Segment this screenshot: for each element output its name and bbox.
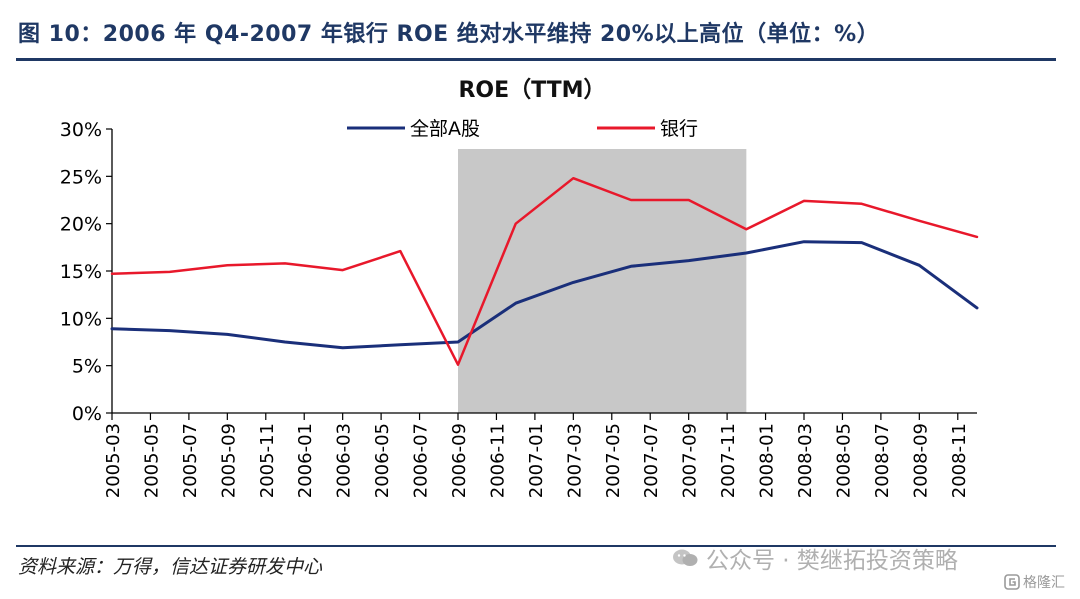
roe-line-chart: 0% 5% 10% 15% 20% 25% 30% 2005-03 2005-05 2005-07…: [60, 78, 979, 498]
highlight-band: [458, 149, 747, 413]
x-tick-label: 2008-07: [872, 423, 893, 498]
x-tick-label: 2007-05: [603, 423, 624, 498]
y-tick-label: 30%: [60, 119, 102, 141]
y-tick-label: 25%: [60, 166, 102, 188]
corner-logo: 格隆汇: [1004, 572, 1065, 592]
corner-logo-text: 格隆汇: [1023, 575, 1065, 591]
chart-title: ROE（TTM）: [458, 78, 605, 103]
series-line-banks: [110, 176, 979, 366]
series-lines-layer: [110, 176, 979, 366]
header-rule: [16, 58, 1056, 61]
legend-label: 银行: [660, 118, 698, 140]
figure-title: 图 10：2006 年 Q4-2007 年银行 ROE 绝对水平维持 20%以上…: [18, 22, 880, 47]
figure-header: 图 10：2006 年 Q4-2007 年银行 ROE 绝对水平维持 20%以上…: [16, 8, 1056, 61]
series-line-all-a-shares: [110, 240, 979, 350]
y-tick-label: 15%: [60, 261, 102, 283]
x-tick-label: 2005-07: [180, 423, 201, 498]
x-tick-label: 2006-07: [411, 423, 432, 498]
y-tick-label: 0%: [72, 403, 102, 425]
legend-label: 全部A股: [410, 118, 480, 140]
watermark: 公众号 · 樊继拓投资策略: [672, 540, 958, 576]
x-tick-label: 2007-09: [680, 423, 701, 498]
source-note: 资料来源：万得，信达证券研发中心: [18, 556, 323, 578]
x-tick-label: 2006-05: [372, 423, 393, 498]
x-tick-label: 2005-11: [257, 423, 278, 498]
x-tick-label: 2005-09: [218, 423, 239, 498]
x-tick-label: 2008-03: [795, 423, 816, 498]
x-tick-label: 2006-09: [449, 423, 470, 498]
x-tick-label: 2008-11: [949, 423, 970, 498]
watermark-text: 公众号 · 樊继拓投资策略: [706, 548, 958, 574]
x-tick-label: 2005-03: [103, 423, 124, 498]
legend: 全部A股 银行: [347, 118, 698, 140]
x-tick-label: 2006-03: [334, 423, 355, 498]
gelonghui-logo-icon: [1004, 574, 1020, 590]
x-tick-label: 2007-01: [526, 423, 547, 498]
y-tick-label: 20%: [60, 214, 102, 236]
footer-rule: [16, 545, 1056, 547]
y-tick-label: 10%: [60, 308, 102, 330]
x-tick-label: 2008-01: [757, 423, 778, 498]
x-tick-label: 2007-03: [564, 423, 585, 498]
axes-layer: 0% 5% 10% 15% 20% 25% 30% 2005-03 2005-05 2005-07…: [60, 119, 977, 498]
x-tick-label: 2008-09: [910, 423, 931, 498]
x-tick-label: 2005-05: [141, 423, 162, 498]
x-tick-label: 2006-11: [487, 423, 508, 498]
x-tick-label: 2007-07: [641, 423, 662, 498]
y-tick-label: 5%: [72, 356, 102, 378]
x-tick-label: 2008-05: [833, 423, 854, 498]
wechat-icon: [673, 549, 698, 566]
highlight-band-layer: [458, 149, 747, 413]
x-tick-label: 2006-01: [295, 423, 316, 498]
x-tick-label: 2007-11: [718, 423, 739, 498]
